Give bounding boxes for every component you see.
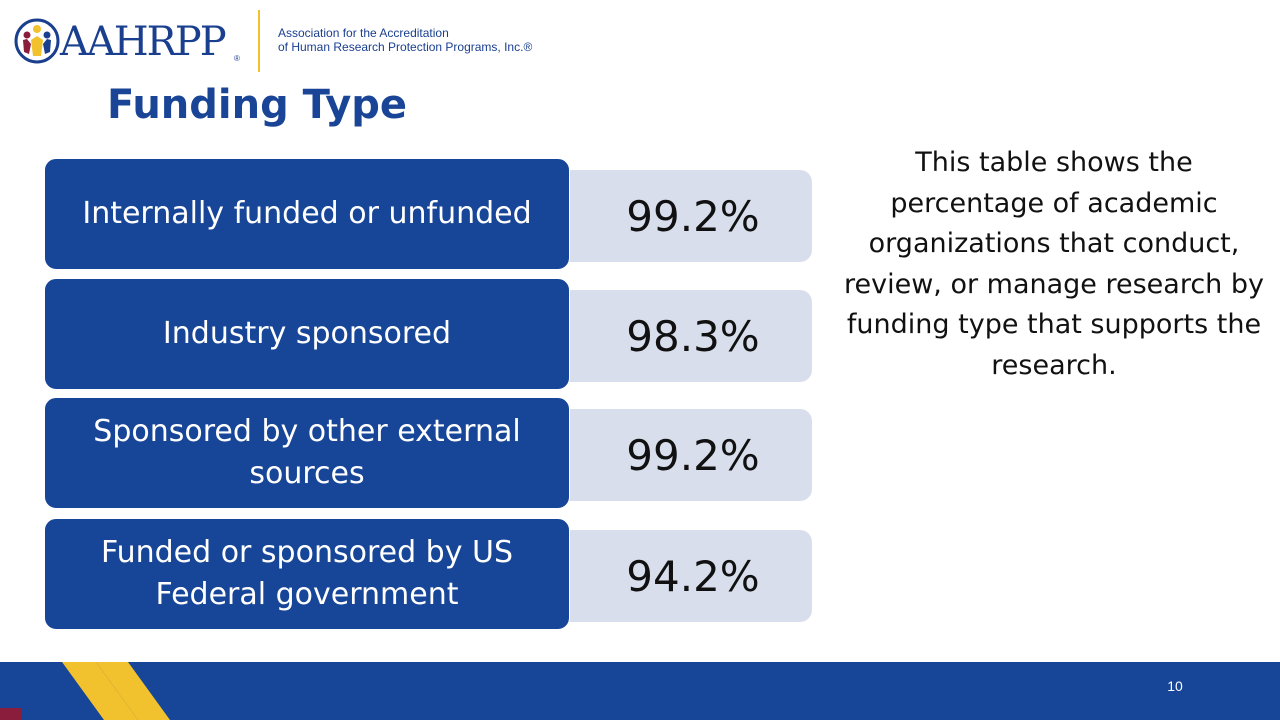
page-number: 10	[1167, 678, 1183, 694]
description-text: This table shows the percentage of acade…	[843, 147, 1264, 381]
funding-value: 99.2%	[544, 409, 812, 501]
logo-tagline: Association for the Accreditation of Hum…	[278, 26, 532, 54]
funding-label: Industry sponsored	[44, 278, 570, 390]
logo-registered-mark: ®	[234, 54, 240, 63]
funding-value: 94.2%	[544, 530, 812, 622]
footer-band	[0, 662, 1280, 720]
aahrpp-logo: AAHRPP ® Association for the Accreditati…	[14, 10, 544, 74]
funding-row: 99.2% Internally funded or unfunded	[44, 158, 814, 270]
funding-row: 94.2% Funded or sponsored by US Federal …	[44, 518, 814, 630]
logo-tagline-line1: Association for the Accreditation	[278, 26, 449, 40]
funding-value: 98.3%	[544, 290, 812, 382]
logo-wordmark: AAHRPP	[60, 19, 227, 65]
slide-title: Funding Type	[107, 82, 408, 128]
funding-label: Sponsored by other external sources	[44, 397, 570, 509]
funding-row: 99.2% Sponsored by other external source…	[44, 397, 814, 509]
logo-tagline-line2: of Human Research Protection Programs, I…	[278, 40, 533, 54]
funding-label: Internally funded or unfunded	[44, 158, 570, 270]
people-circle-icon	[14, 18, 60, 64]
logo-divider	[258, 10, 260, 72]
footer-stripes-decoration	[0, 662, 170, 720]
funding-label: Funded or sponsored by US Federal govern…	[44, 518, 570, 630]
funding-value: 99.2%	[544, 170, 812, 262]
funding-row: 98.3% Industry sponsored	[44, 278, 814, 390]
